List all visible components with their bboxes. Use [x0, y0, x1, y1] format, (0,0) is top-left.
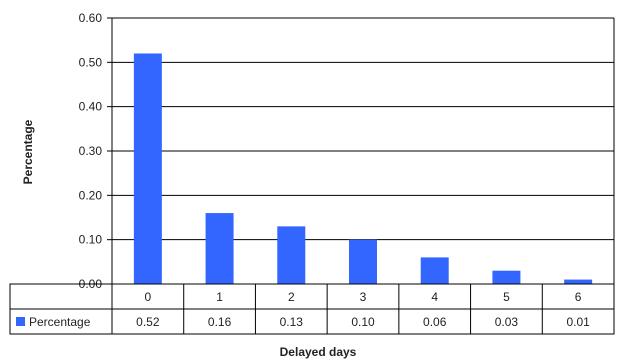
data-table-value: 0.10: [351, 315, 375, 329]
bar: [564, 279, 593, 284]
bar: [420, 257, 449, 284]
bar: [133, 53, 162, 284]
bar: [492, 270, 521, 284]
x-tick-label: 6: [575, 290, 582, 304]
data-table-value: 0.13: [280, 315, 304, 329]
y-tick-label: 0.30: [79, 144, 103, 158]
x-tick-label: 0: [145, 290, 152, 304]
data-table-value: 0.03: [495, 315, 519, 329]
gridlines: [107, 17, 615, 334]
data-table-value: 0.16: [208, 315, 232, 329]
data-table-value: 0.01: [566, 315, 590, 329]
bar: [205, 213, 234, 284]
y-tick-label: 0.60: [79, 11, 103, 25]
legend-swatch: [16, 317, 25, 326]
y-tick-label: 0.40: [79, 100, 103, 114]
x-tick-label: 1: [216, 290, 223, 304]
y-tick-label: 0.50: [79, 55, 103, 69]
x-axis-title: Delayed days: [280, 345, 357, 359]
bar: [277, 226, 306, 284]
y-axis-title: Percentage: [21, 119, 35, 184]
x-tick-label: 5: [503, 290, 510, 304]
bars: [133, 53, 593, 284]
data-table-value: 0.52: [136, 315, 160, 329]
legend-label: Percentage: [29, 315, 91, 329]
data-table-value: 0.06: [423, 315, 447, 329]
y-axis-ticks: 0.000.100.200.300.400.500.60: [79, 11, 103, 291]
x-tick-label: 3: [360, 290, 367, 304]
y-tick-label: 0.20: [79, 188, 103, 202]
bar: [349, 239, 377, 284]
data-table: 0 0.52 1 0.16 2 0.13 3 0.10 4 0.06 5 0.03 6 0.01 Perce…: [9, 283, 615, 335]
x-tick-label: 2: [288, 290, 295, 304]
x-tick-label: 4: [431, 290, 438, 304]
y-tick-label: 0.10: [79, 233, 103, 247]
